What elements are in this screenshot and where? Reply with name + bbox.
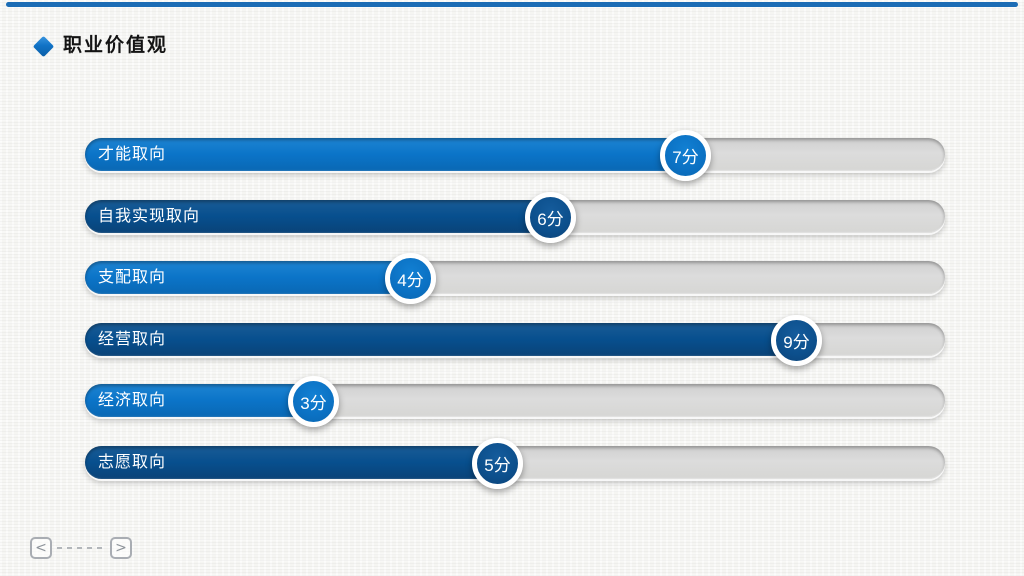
bar-row: 自我实现取向 6分: [85, 192, 945, 243]
prev-slide-button[interactable]: <: [30, 537, 52, 559]
bar-track: 支配取向 4分: [85, 253, 945, 304]
bar-row: 经济取向 3分: [85, 376, 945, 427]
score-badge: 5分: [472, 438, 523, 489]
bar-row: 经营取向 9分: [85, 315, 945, 366]
score-badge-label: 3分: [300, 394, 327, 413]
next-slide-button[interactable]: >: [110, 537, 132, 559]
score-badge: 9分: [771, 315, 822, 366]
nav-dashed-line: [57, 547, 107, 549]
score-badge: 6分: [525, 192, 576, 243]
slide-header: 职业价值观: [32, 30, 169, 62]
bar-label: 志愿取向: [98, 454, 167, 471]
score-badge: 7分: [660, 130, 711, 181]
slide-nav: < >: [30, 537, 134, 559]
bar-label: 经济取向: [98, 392, 167, 409]
score-badge-label: 9分: [783, 333, 810, 352]
bar-fill: 才能取向: [85, 138, 685, 171]
top-accent-bar: [6, 2, 1018, 7]
bar-label: 自我实现取向: [98, 208, 201, 225]
bar-track: 自我实现取向 6分: [85, 192, 945, 243]
score-badge-label: 6分: [537, 210, 564, 229]
bar-track: 经营取向 9分: [85, 315, 945, 366]
bar-track: 经济取向 3分: [85, 376, 945, 427]
bar-fill: 经济取向: [85, 384, 313, 417]
bar-label: 经营取向: [98, 331, 167, 348]
bar-fill: 志愿取向: [85, 446, 497, 479]
bar-track: 志愿取向 5分: [85, 438, 945, 489]
bar-row: 志愿取向 5分: [85, 438, 945, 489]
score-badge-label: 7分: [672, 148, 699, 167]
bar-track: 才能取向 7分: [85, 130, 945, 181]
score-badge: 3分: [288, 376, 339, 427]
bar-row: 支配取向 4分: [85, 253, 945, 304]
score-badge: 4分: [385, 253, 436, 304]
score-badge-label: 4分: [397, 271, 424, 290]
bar-label: 支配取向: [98, 269, 167, 286]
page-title: 职业价值观: [63, 35, 169, 56]
score-badge-label: 5分: [484, 456, 511, 475]
bar-fill: 自我实现取向: [85, 200, 550, 233]
bar-row: 才能取向 7分: [85, 130, 945, 181]
bar-label: 才能取向: [98, 146, 167, 163]
bar-fill: 经营取向: [85, 323, 796, 356]
bar-fill: 支配取向: [85, 261, 410, 294]
